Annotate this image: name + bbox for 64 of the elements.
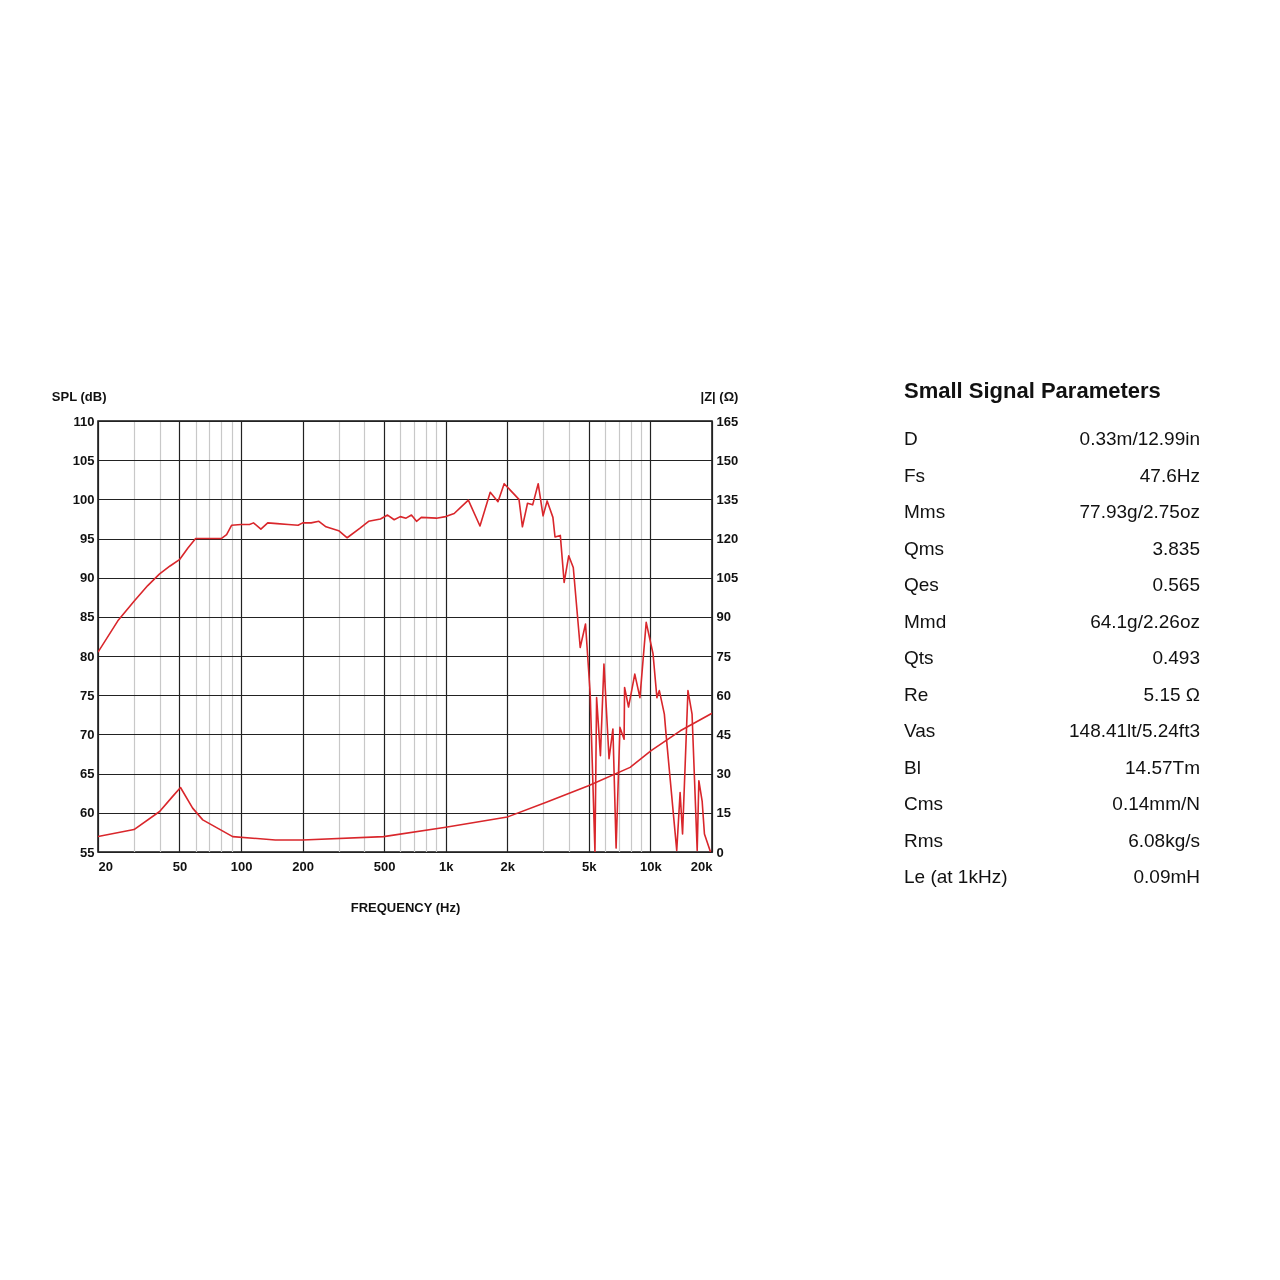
x-tick-label: 100	[230, 858, 253, 874]
category-label: Fs	[904, 464, 926, 486]
x-tick-label: 20k	[690, 858, 714, 874]
y-tick-label: 70	[80, 726, 95, 742]
text: 47.6Hz	[1139, 464, 1200, 486]
y2-tick-label: 15	[716, 805, 731, 821]
x-tick-label: 10k	[640, 858, 663, 874]
y-tick-label: 100	[72, 491, 95, 507]
x-tick-label: 20	[98, 858, 113, 874]
category-label: Mmd	[904, 610, 947, 632]
y-tick-label: 65	[80, 766, 95, 782]
text: Small Signal Parameters	[904, 378, 1161, 403]
y-tick-label: 90	[80, 570, 95, 586]
category-label: Qts	[904, 647, 934, 669]
text: 6.08kg/s	[1128, 829, 1200, 851]
category-label: Qms	[904, 537, 945, 559]
x-tick-label: 1k	[438, 858, 455, 874]
y-tick-label: 80	[80, 648, 95, 664]
y2-tick-label: 75	[716, 648, 731, 664]
category-label: Le (at 1kHz)	[904, 866, 1008, 888]
category-label: Qes	[904, 574, 939, 596]
y2-tick-label: 0	[716, 844, 724, 860]
category-label: Cms	[904, 793, 944, 815]
y-tick-label: 95	[80, 531, 95, 547]
text: 64.1g/2.26oz	[1090, 610, 1200, 632]
y2-tick-label: 135	[716, 491, 739, 507]
text: 0.493	[1152, 647, 1200, 669]
category-label: Mms	[904, 501, 946, 523]
y-tick-label: 85	[80, 609, 95, 625]
x-tick-label: 2k	[500, 858, 516, 874]
category-label: D	[904, 428, 918, 450]
text: 0.565	[1152, 574, 1200, 596]
x-axis-title: FREQUENCY (Hz)	[350, 899, 461, 915]
y2-tick-label: 60	[716, 687, 731, 703]
y2-tick-label: 120	[716, 531, 739, 547]
category-label: Rms	[904, 829, 944, 851]
text: 5.15 Ω	[1143, 683, 1200, 705]
y2-tick-label: 90	[716, 609, 731, 625]
y-tick-label: 55	[80, 844, 95, 860]
text: 14.57Tm	[1125, 756, 1200, 778]
y-tick-label: 110	[73, 413, 95, 429]
y2-tick-label: 45	[716, 726, 731, 742]
text: 0.14mm/N	[1112, 793, 1200, 815]
text: 77.93g/2.75oz	[1079, 501, 1200, 523]
text: 148.41lt/5.24ft3	[1069, 720, 1200, 742]
category-label: Bl	[904, 756, 921, 778]
y2-axis-title: |Z| (Ω)	[700, 388, 739, 404]
x-tick-label: 50	[172, 858, 188, 874]
y2-tick-label: 30	[716, 766, 731, 782]
y2-tick-label: 165	[716, 413, 739, 429]
text: 3.835	[1152, 537, 1200, 559]
y2-tick-label: 150	[716, 452, 739, 468]
y2-tick-label: 105	[716, 570, 739, 586]
y-tick-label: 60	[80, 805, 95, 821]
category-label: Re	[904, 683, 929, 705]
x-tick-label: 5k	[582, 858, 598, 874]
text: 0.09mH	[1133, 866, 1200, 888]
category-label: Vas	[904, 720, 936, 742]
y-tick-label: 75	[80, 687, 95, 703]
y-tick-label: 105	[72, 452, 95, 468]
x-tick-label: 200	[292, 858, 315, 874]
x-tick-label: 500	[373, 858, 396, 874]
text: 0.33m/12.99in	[1079, 428, 1200, 450]
y-axis-title: SPL (dB)	[51, 388, 107, 404]
